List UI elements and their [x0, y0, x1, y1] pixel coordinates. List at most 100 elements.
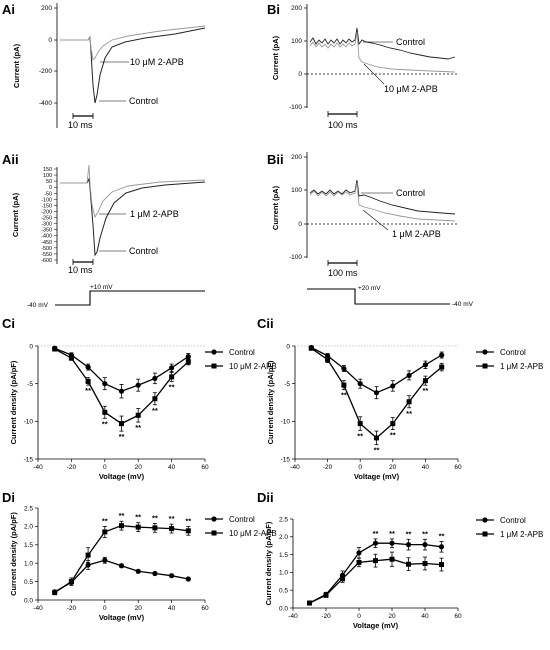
data-point: [102, 381, 108, 387]
legend-marker: [482, 349, 488, 355]
y-tick-label: 2.5: [279, 516, 288, 523]
x-tick-label: 20: [135, 605, 143, 612]
series-control: [52, 556, 191, 595]
y-tick-label: -50: [44, 191, 52, 197]
y-tick-label: -200: [39, 68, 52, 75]
significance-marker: **: [373, 529, 379, 538]
x-tick-label: 40: [168, 464, 176, 471]
significance-marker: **: [102, 419, 108, 428]
y-tick-label: 2.0: [24, 524, 33, 531]
y-tick-label: -150: [41, 203, 52, 209]
panel-di: Di -40 -20 0 20 40 60 0.0 0.5 1.0 1.5 2.0 2.5 Voltag…: [2, 490, 277, 622]
y-tick-label: 0.5: [24, 579, 33, 586]
significance-marker: **: [152, 513, 158, 522]
series-drug: [52, 346, 191, 432]
y-tick-label: -400: [41, 234, 52, 240]
data-point: [169, 526, 175, 532]
y-axis-label: Current (pA): [12, 43, 21, 88]
y-tick-label: -10: [281, 419, 291, 426]
data-point: [373, 390, 380, 396]
legend-marker: [211, 530, 217, 536]
significance-marker: **: [374, 446, 380, 455]
significance-marker: **: [422, 529, 428, 538]
legend-marker: [482, 363, 488, 369]
x-tick-label: -40: [288, 613, 298, 620]
significance-marker: **: [406, 409, 412, 418]
panel-aii: Aii 150100500-50-100-150-200-250-300-350…: [2, 152, 206, 275]
legend-label: 1 μM 2-APB: [500, 362, 543, 371]
data-point: [102, 529, 108, 535]
scale-bar-label: 10 ms: [68, 120, 93, 130]
y-tick-label: -100: [289, 104, 302, 111]
scale-bar-label: 100 ms: [328, 120, 358, 130]
y-tick-label: -350: [41, 228, 52, 234]
panel-label: Ci: [2, 316, 15, 331]
panel-ci: Ci -40 -20 0 20 40 60 0 -5 -10 -15 Voltage (mV) Cur…: [2, 316, 277, 481]
panel-label: Bii: [267, 152, 284, 167]
y-tick-label: 0.0: [279, 605, 288, 612]
x-tick-label: 60: [454, 464, 462, 471]
data-point: [85, 562, 91, 568]
significance-marker: **: [185, 516, 191, 525]
data-point: [152, 375, 158, 381]
panel-dii: Dii -40 -20 0 20 40 60 0.0 0.5 1.0 1.5 2.0 2.5 Volta…: [257, 490, 543, 630]
data-point: [439, 364, 445, 370]
x-tick-label: 60: [454, 613, 462, 620]
y-tick-label: 100: [291, 38, 302, 45]
significance-marker: **: [341, 391, 347, 400]
data-point: [422, 362, 428, 368]
significance-marker: **: [85, 386, 91, 395]
data-point: [439, 562, 444, 568]
holding-potential: -40 mV: [27, 302, 49, 309]
y-tick-label: 2.5: [24, 505, 33, 512]
x-tick-label: 60: [201, 464, 209, 471]
panel-label: Aii: [2, 152, 19, 167]
panel-cii: Cii -40 -20 0 20 40 60 0 -5 -10 -15 Voltage (mV) Cu…: [257, 316, 543, 481]
control-trace: [60, 177, 206, 257]
significance-marker: **: [119, 432, 125, 441]
data-point: [308, 345, 314, 351]
significance-marker: **: [439, 531, 445, 540]
scale-bar-label: 10 ms: [68, 265, 93, 275]
x-tick-label: 40: [421, 613, 429, 620]
x-tick-label: 40: [168, 605, 176, 612]
y-tick-label: -15: [24, 456, 34, 463]
data-point: [341, 366, 347, 372]
x-tick-label: -20: [67, 464, 77, 471]
y-ticks: 200 0 -200 -400: [39, 5, 57, 107]
y-tick-label: 2.0: [279, 534, 288, 541]
y-tick-label: -5: [27, 381, 33, 388]
data-point: [118, 388, 125, 394]
y-axis-label: Current density (pA/pF): [9, 360, 18, 444]
significance-marker: **: [169, 514, 175, 523]
x-tick-label: 60: [201, 605, 209, 612]
x-tick-label: 20: [388, 613, 396, 620]
data-point: [438, 544, 445, 550]
legend-marker: [211, 516, 217, 522]
x-tick-label: 0: [358, 464, 362, 471]
y-tick-label: 200: [291, 5, 302, 12]
data-point: [135, 382, 141, 388]
significance-marker: **: [169, 382, 175, 391]
data-point: [406, 372, 412, 378]
y-axis-label: Current density (pA/pF): [9, 512, 18, 596]
legend-label: 10 μM 2-APB: [229, 362, 277, 371]
y-tick-label: 50: [46, 179, 52, 185]
y-tick-label: -600: [41, 258, 52, 264]
y-tick-label: -550: [41, 252, 52, 258]
drug-trace: [309, 182, 456, 222]
y-axis-label: Current (pA): [271, 185, 280, 230]
data-point: [389, 540, 395, 546]
y-ticks: 200 100 0 -100: [289, 5, 307, 111]
data-point: [422, 561, 428, 566]
panel-label: Dii: [257, 490, 274, 505]
significance-marker: **: [422, 386, 428, 395]
data-point: [135, 412, 141, 418]
y-tick-label: 0.5: [279, 588, 288, 595]
y-tick-label: 0: [298, 221, 302, 228]
y-tick-label: 0: [29, 343, 33, 350]
data-point: [85, 552, 91, 558]
panel-ai: Ai 200 0 -200 -400 Current (pA) 10 μM 2-…: [2, 2, 206, 130]
protocol-left: -40 mV +10 mV: [27, 284, 205, 309]
data-point: [152, 570, 158, 577]
